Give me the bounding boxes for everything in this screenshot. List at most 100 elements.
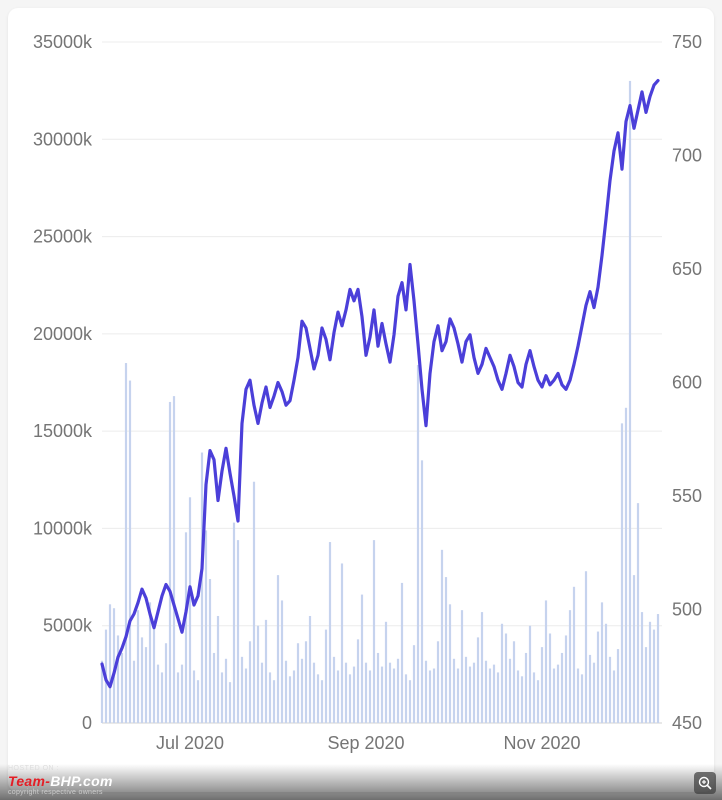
volume-bar <box>141 637 143 723</box>
volume-bar <box>469 667 471 723</box>
y-right-tick-label: 500 <box>672 600 702 620</box>
x-tick-label: Nov 2020 <box>503 733 580 753</box>
volume-bar <box>529 626 531 723</box>
volume-bar <box>633 575 635 723</box>
volume-bar <box>201 453 203 723</box>
volume-bar <box>605 624 607 723</box>
volume-bar <box>593 663 595 723</box>
volume-bar <box>505 633 507 723</box>
volume-bar <box>197 680 199 723</box>
volume-bar <box>569 610 571 723</box>
volume-bar <box>193 670 195 723</box>
y-left-tick-label: 30000k <box>33 129 93 149</box>
volume-bar <box>353 667 355 723</box>
volume-bar <box>145 647 147 723</box>
volume-bar <box>637 503 639 723</box>
y-right-tick-label: 550 <box>672 486 702 506</box>
volume-bar <box>297 643 299 723</box>
volume-bar <box>385 622 387 723</box>
volume-bar <box>445 577 447 723</box>
volume-bar <box>233 523 235 723</box>
y-right-tick-label: 450 <box>672 713 702 733</box>
volume-bar <box>225 659 227 723</box>
volume-bar <box>497 672 499 723</box>
volume-bar <box>361 595 363 723</box>
volume-bar <box>317 674 319 723</box>
x-tick-label: Jul 2020 <box>156 733 224 753</box>
volume-bar <box>441 550 443 723</box>
volume-bar <box>601 602 603 723</box>
volume-bar <box>213 653 215 723</box>
volume-bar <box>293 670 295 723</box>
volume-bar <box>345 663 347 723</box>
volume-bar <box>117 635 119 723</box>
y-right-tick-label: 600 <box>672 373 702 393</box>
volume-bar <box>257 626 259 723</box>
hosted-on-label: HOSTED ON : <box>8 765 113 773</box>
volume-bar <box>261 663 263 723</box>
volume-bar <box>465 657 467 723</box>
zoom-button[interactable] <box>694 772 716 794</box>
chart-card: 05000k10000k15000k20000k25000k30000k3500… <box>8 8 714 792</box>
volume-bar <box>553 669 555 723</box>
volume-bar <box>473 663 475 723</box>
volume-bar <box>537 680 539 723</box>
volume-bar <box>649 622 651 723</box>
volume-bar <box>437 641 439 723</box>
volume-bar <box>581 674 583 723</box>
volume-bar <box>657 614 659 723</box>
volume-bar <box>137 610 139 723</box>
volume-bar <box>313 663 315 723</box>
x-tick-label: Sep 2020 <box>327 733 404 753</box>
volume-bar <box>253 482 255 723</box>
volume-bar <box>425 661 427 723</box>
volume-bar <box>269 672 271 723</box>
volume-bar <box>449 604 451 723</box>
volume-bar <box>541 647 543 723</box>
volume-bar <box>325 630 327 723</box>
volume-bar <box>373 540 375 723</box>
volume-bar <box>153 624 155 723</box>
volume-bar <box>489 669 491 723</box>
volume-bar <box>229 682 231 723</box>
volume-bar <box>133 661 135 723</box>
volume-bar <box>245 669 247 723</box>
volume-bar <box>221 672 223 723</box>
volume-bar <box>501 624 503 723</box>
volume-bar <box>125 363 127 723</box>
volume-bar <box>613 670 615 723</box>
chart-container: 05000k10000k15000k20000k25000k30000k3500… <box>8 8 714 768</box>
volume-bar <box>209 579 211 723</box>
volume-bar <box>545 600 547 723</box>
volume-bar <box>173 396 175 723</box>
volume-bar <box>549 633 551 723</box>
volume-bar <box>305 641 307 723</box>
volume-bar <box>509 659 511 723</box>
volume-bar <box>369 670 371 723</box>
magnifier-plus-icon <box>698 776 712 790</box>
volume-bar <box>389 663 391 723</box>
volume-bar <box>341 563 343 723</box>
y-left-tick-label: 0 <box>82 713 92 733</box>
volume-bar <box>333 657 335 723</box>
volume-bar <box>277 575 279 723</box>
volume-bar <box>521 676 523 723</box>
volume-bar <box>417 365 419 723</box>
volume-bar <box>525 653 527 723</box>
volume-bar <box>421 460 423 723</box>
volume-bar <box>481 612 483 723</box>
volume-bar <box>309 616 311 723</box>
y-left-tick-label: 15000k <box>33 421 93 441</box>
volume-bar <box>377 653 379 723</box>
volume-bar <box>265 620 267 723</box>
volume-bar <box>561 653 563 723</box>
volume-bar <box>413 645 415 723</box>
volume-bar <box>585 571 587 723</box>
y-right-tick-label: 700 <box>672 146 702 166</box>
brand-logo: Team-BHP.com <box>8 774 113 789</box>
volume-bar <box>533 672 535 723</box>
volume-bar <box>337 670 339 723</box>
volume-bar <box>273 680 275 723</box>
volume-bar <box>629 81 631 723</box>
volume-bar <box>397 659 399 723</box>
